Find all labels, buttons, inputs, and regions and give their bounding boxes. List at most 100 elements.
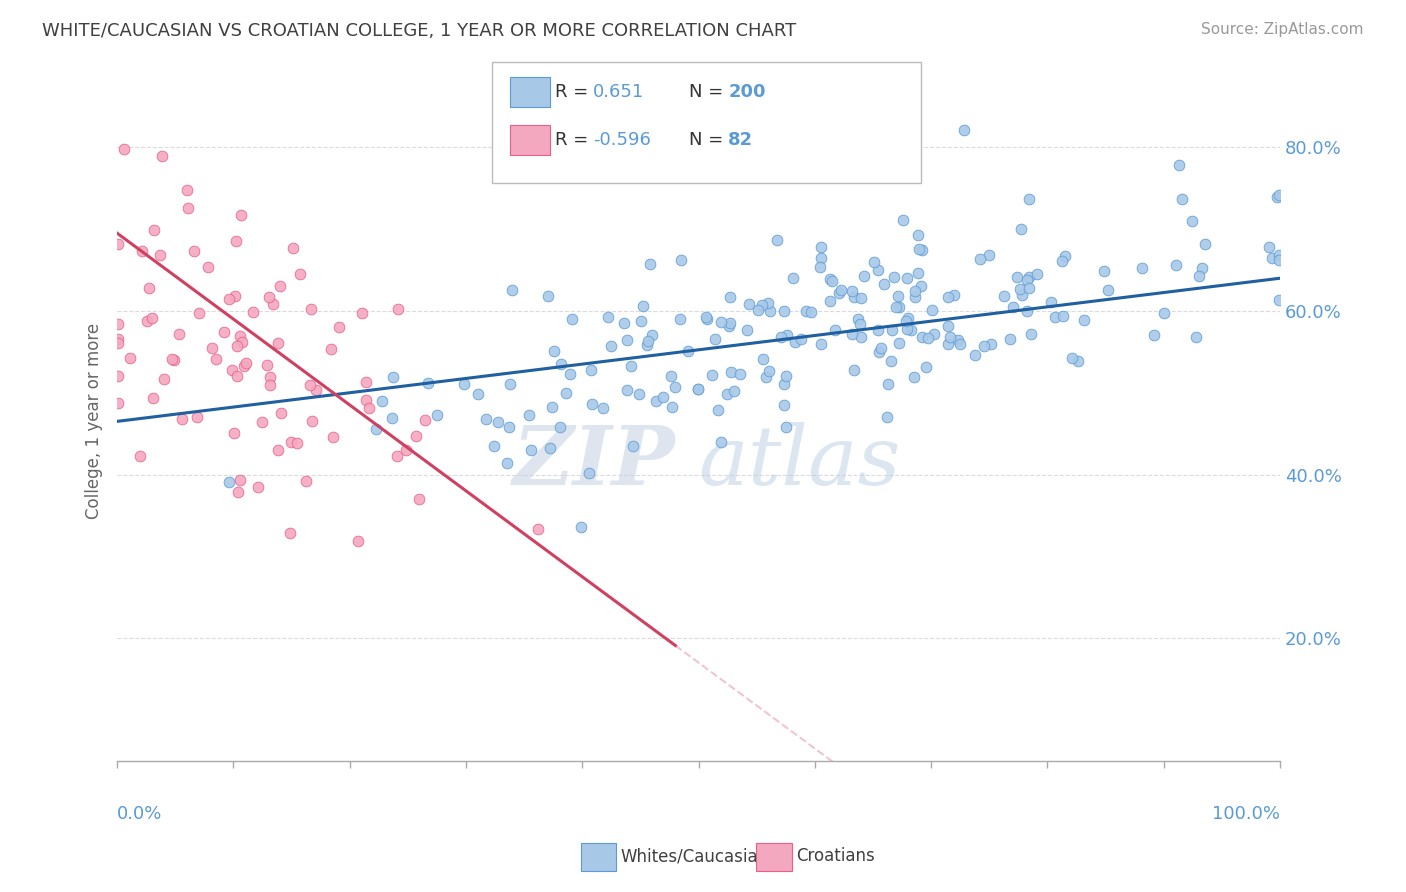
Point [322, 430, 344, 444]
Point [153, 372, 176, 386]
Text: R =: R = [555, 131, 595, 149]
Point [616, 333, 638, 347]
Point [758, 364, 780, 378]
Point [1092, 263, 1115, 277]
Point [631, 299, 654, 313]
Point [136, 314, 159, 328]
Point [717, 319, 740, 334]
Point [1018, 281, 1040, 295]
Text: 82: 82 [728, 131, 754, 149]
Point [676, 344, 699, 359]
Point [613, 316, 636, 330]
Point [910, 279, 932, 293]
Point [770, 329, 793, 343]
Point [1191, 261, 1213, 276]
Text: 0.0%: 0.0% [117, 805, 163, 823]
Point [107, 236, 129, 251]
Point [569, 519, 592, 533]
Point [177, 201, 200, 215]
Text: 100.0%: 100.0% [1212, 805, 1279, 823]
Point [1268, 248, 1291, 262]
Point [387, 301, 409, 316]
Point [783, 334, 806, 349]
Point [1054, 249, 1077, 263]
Point [501, 283, 523, 297]
Point [830, 283, 852, 297]
Point [821, 274, 844, 288]
Point [186, 410, 208, 425]
Point [630, 314, 652, 328]
Point [723, 384, 745, 398]
Point [1002, 301, 1025, 315]
Point [555, 385, 578, 400]
Point [688, 382, 710, 396]
Point [772, 398, 794, 412]
Point [232, 359, 254, 374]
Point [877, 377, 900, 392]
Point [993, 289, 1015, 303]
Point [710, 315, 733, 329]
Point [896, 270, 918, 285]
Point [882, 322, 904, 336]
Point [231, 334, 253, 349]
Point [620, 359, 643, 373]
Point [560, 368, 582, 382]
Point [775, 420, 797, 434]
Point [592, 401, 614, 415]
Point [922, 326, 945, 341]
Point [257, 290, 280, 304]
Point [637, 334, 659, 348]
Point [636, 338, 658, 352]
Point [904, 291, 927, 305]
Point [907, 266, 929, 280]
Point [270, 406, 292, 420]
Point [627, 386, 650, 401]
Point [1097, 283, 1119, 297]
Point [886, 300, 908, 314]
Point [112, 142, 135, 156]
Point [1018, 270, 1040, 285]
Point [756, 296, 779, 310]
Point [1130, 260, 1153, 275]
Point [880, 353, 903, 368]
Point [747, 303, 769, 318]
Text: WHITE/CAUCASIAN VS CROATIAN COLLEGE, 1 YEAR OR MORE CORRELATION CHART: WHITE/CAUCASIAN VS CROATIAN COLLEGE, 1 Y… [42, 22, 796, 40]
Text: Croatians: Croatians [796, 847, 875, 865]
Point [718, 290, 741, 304]
Point [347, 533, 370, 548]
Point [907, 228, 929, 243]
Point [638, 257, 661, 271]
Point [870, 341, 893, 355]
Point [1011, 288, 1033, 302]
Point [900, 323, 922, 337]
Point [810, 336, 832, 351]
Point [887, 288, 910, 302]
Point [810, 252, 832, 266]
Point [183, 244, 205, 259]
Point [903, 370, 925, 384]
Point [498, 419, 520, 434]
Point [998, 332, 1021, 346]
Point [395, 442, 418, 457]
Point [197, 260, 219, 275]
Point [1268, 188, 1291, 202]
Point [953, 123, 976, 137]
Point [350, 306, 373, 320]
Point [143, 222, 166, 236]
Point [942, 288, 965, 302]
Point [897, 311, 920, 326]
Point [841, 284, 863, 298]
Point [907, 242, 929, 256]
Point [1067, 354, 1090, 368]
Point [645, 394, 668, 409]
Point [1005, 269, 1028, 284]
Point [818, 271, 841, 285]
Point [288, 268, 311, 282]
Point [866, 323, 889, 337]
Point [224, 426, 246, 441]
Point [921, 302, 943, 317]
Point [977, 248, 1000, 262]
Point [259, 378, 281, 392]
Point [283, 242, 305, 256]
Point [948, 337, 970, 351]
